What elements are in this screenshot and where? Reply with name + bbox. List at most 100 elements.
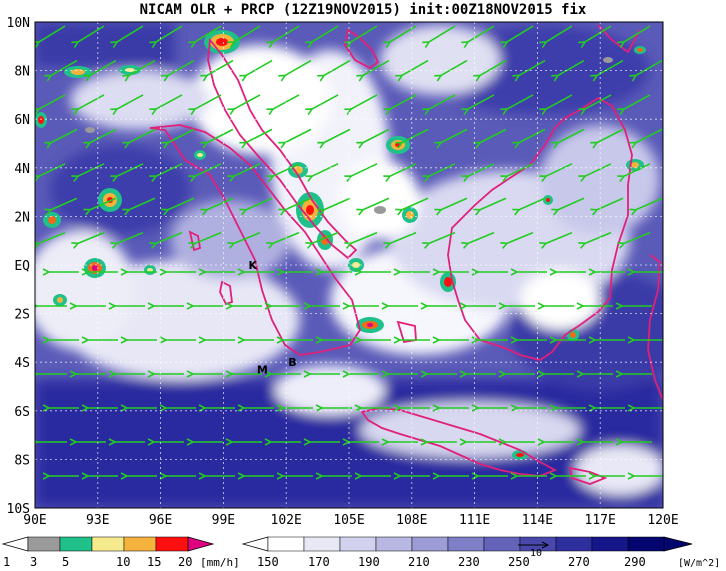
lat-label: 10N	[7, 16, 30, 31]
wind-arrow	[51, 59, 78, 76]
wind-arrow	[234, 163, 261, 176]
wind-arrow	[636, 128, 663, 142]
olr-color-segment	[339, 536, 377, 552]
olr-tick-210: 210	[408, 555, 430, 569]
wind-arrow	[636, 197, 663, 210]
wind-arrow	[117, 25, 144, 42]
lat-label: 2N	[14, 210, 30, 225]
wind-arrow	[312, 25, 339, 42]
wind-arrow	[480, 128, 507, 142]
lat-label: 8S	[14, 453, 30, 468]
precip-bar-left-arrow	[1, 536, 29, 552]
wind-arrow	[390, 231, 417, 244]
wind-arrow	[429, 25, 456, 42]
wind-arrow	[51, 128, 78, 142]
wind-arrow	[546, 25, 573, 42]
wind-arrow	[441, 59, 468, 76]
wind-arrow	[468, 94, 495, 109]
wind-arrow	[597, 59, 624, 76]
precip-unit: [mm/h]	[200, 556, 240, 569]
wind-arrow	[351, 163, 378, 176]
wind-arrow	[156, 163, 183, 176]
wind-arrow	[234, 94, 261, 109]
wind-arrow	[90, 197, 117, 210]
olr-tick-250: 250	[508, 555, 530, 569]
olr-field: K M B	[35, 22, 663, 508]
wind-arrow	[324, 59, 351, 76]
wind-arrow	[402, 197, 429, 210]
precip-tick-15: 15	[147, 555, 161, 569]
wind-arrow	[312, 94, 339, 109]
wind-arrow	[402, 128, 429, 142]
olr-unit: [W/m^2]	[678, 558, 720, 569]
olr-color-segment	[447, 536, 485, 552]
wind-arrow	[324, 128, 351, 142]
wind-arrow	[195, 163, 222, 176]
wind-arrow	[507, 25, 534, 42]
wind-arrow	[195, 231, 222, 244]
wind-arrow	[546, 231, 573, 244]
sulawesi-coast	[647, 254, 663, 401]
olr-color-segment	[591, 536, 629, 552]
wind-arrow	[441, 128, 468, 142]
wind-arrow	[285, 197, 312, 210]
olr-tick-190: 190	[358, 555, 380, 569]
longitude-labels: 90E 93E 96E 99E 102E 105E 108E 111E 114E 117E 120E	[23, 513, 678, 528]
precip-bar-right-arrow	[187, 536, 215, 552]
precip-colorbar: 1 3 5 10 15 20 [mm/h]	[1, 536, 240, 569]
lat-label: 4S	[14, 356, 30, 371]
wind-arrow	[519, 128, 546, 142]
wind-arrow	[324, 197, 351, 210]
java-coast	[360, 407, 558, 477]
wind-arrow	[39, 163, 66, 176]
olr-color-segment	[555, 536, 593, 552]
wind-arrow	[546, 163, 573, 176]
site-markers: K M B	[249, 259, 297, 376]
latitude-labels: 10N 8N 6N 4N 2N EQ 2S 4S 6S 8S 10S	[7, 16, 31, 517]
lat-label: 4N	[14, 162, 30, 177]
wind-arrow	[390, 163, 417, 176]
wind-arrow	[402, 59, 429, 76]
wind-arrow	[429, 231, 456, 244]
wind-arrow	[129, 59, 156, 76]
vector-scale-label: 10	[530, 548, 542, 559]
wind-arrow	[468, 231, 495, 244]
wind-arrow	[195, 25, 222, 42]
lat-label: EQ	[14, 259, 30, 274]
olr-colorbar: 150 170 190 210 230 250 270 290 [W/m^2] …	[241, 536, 720, 569]
wind-arrow	[441, 197, 468, 210]
wind-arrow	[207, 59, 234, 76]
wind-arrow	[117, 231, 144, 244]
wind-arrow	[363, 128, 390, 142]
olr-color-segment	[375, 536, 413, 552]
wind-arrow	[195, 94, 222, 109]
wind-arrow	[429, 94, 456, 109]
lon-label: 117E	[585, 513, 616, 528]
lat-label: 2S	[14, 308, 30, 323]
olr-color-segment	[411, 536, 449, 552]
wind-arrow	[351, 231, 378, 244]
wind-arrow	[78, 163, 105, 176]
wind-arrow	[129, 197, 156, 210]
lon-label: 114E	[522, 513, 553, 528]
olr-color-segment	[303, 536, 341, 552]
map-title: NICAM OLR + PRCP (12Z19NOV2015) init:00Z…	[139, 2, 587, 18]
lat-label: 6S	[14, 405, 30, 420]
wind-arrow	[585, 25, 612, 42]
grid	[35, 22, 663, 508]
wind-arrow	[429, 163, 456, 176]
lon-label: 108E	[396, 513, 427, 528]
wind-arrow	[168, 128, 195, 142]
wind-arrow	[39, 94, 66, 109]
wind-arrow	[117, 94, 144, 109]
wind-arrow	[585, 231, 612, 244]
wind-arrow	[624, 231, 651, 244]
wind-arrow	[585, 94, 612, 109]
lon-label: 99E	[212, 513, 235, 528]
wind-arrow	[285, 59, 312, 76]
precip-tick-10: 10	[116, 555, 130, 569]
olr-tick-150: 150	[257, 555, 279, 569]
olr-tick-170: 170	[308, 555, 330, 569]
wind-arrow	[273, 163, 300, 176]
lat-label: 8N	[14, 65, 30, 80]
